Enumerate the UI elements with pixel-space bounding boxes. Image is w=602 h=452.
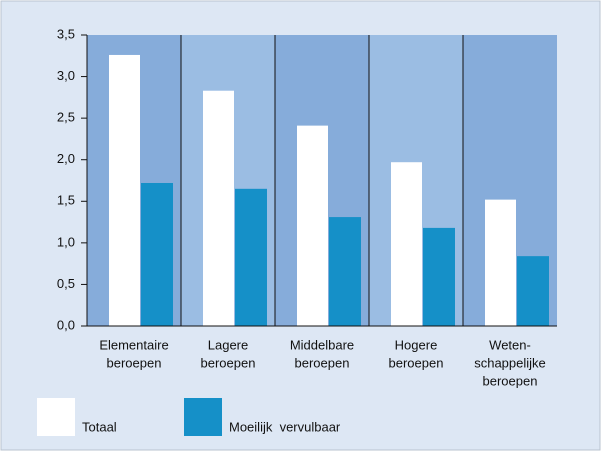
y-tick-label: 0,0 — [57, 317, 75, 332]
bar — [141, 182, 173, 326]
y-tick-label: 3,0 — [57, 68, 75, 83]
y-tick-label: 2,5 — [57, 110, 75, 125]
x-tick-label: Elementaire — [99, 337, 168, 352]
bar — [391, 162, 422, 326]
bar — [485, 199, 516, 326]
x-tick-label: Weten- — [489, 337, 531, 352]
y-tick-label: 1,5 — [57, 193, 75, 208]
x-tick-label: beroepen — [483, 373, 538, 388]
x-tick-label: beroepen — [201, 355, 256, 370]
y-tick-label: 1,0 — [57, 234, 75, 249]
y-tick-label: 3,5 — [57, 26, 75, 41]
legend-swatch — [184, 398, 222, 436]
bar — [423, 227, 455, 326]
x-tick-label: schappelijke — [474, 355, 546, 370]
x-tick-label: Lagere — [208, 337, 248, 352]
bar — [109, 54, 140, 326]
x-tick-label: beroepen — [389, 355, 444, 370]
bar — [297, 125, 328, 326]
bar — [517, 256, 549, 326]
x-tick-label: Hogere — [395, 337, 438, 352]
legend-label: Moeilijk vervulbaar — [229, 419, 341, 434]
bar — [203, 90, 234, 326]
x-tick-label: Middelbare — [290, 337, 354, 352]
bar — [329, 217, 361, 326]
legend-label: Totaal — [82, 419, 117, 434]
x-tick-label: beroepen — [295, 355, 350, 370]
legend-swatch — [37, 398, 75, 436]
bar — [235, 188, 267, 326]
y-tick-label: 2,0 — [57, 151, 75, 166]
y-tick-label: 0,5 — [57, 276, 75, 291]
x-tick-label: beroepen — [107, 355, 162, 370]
